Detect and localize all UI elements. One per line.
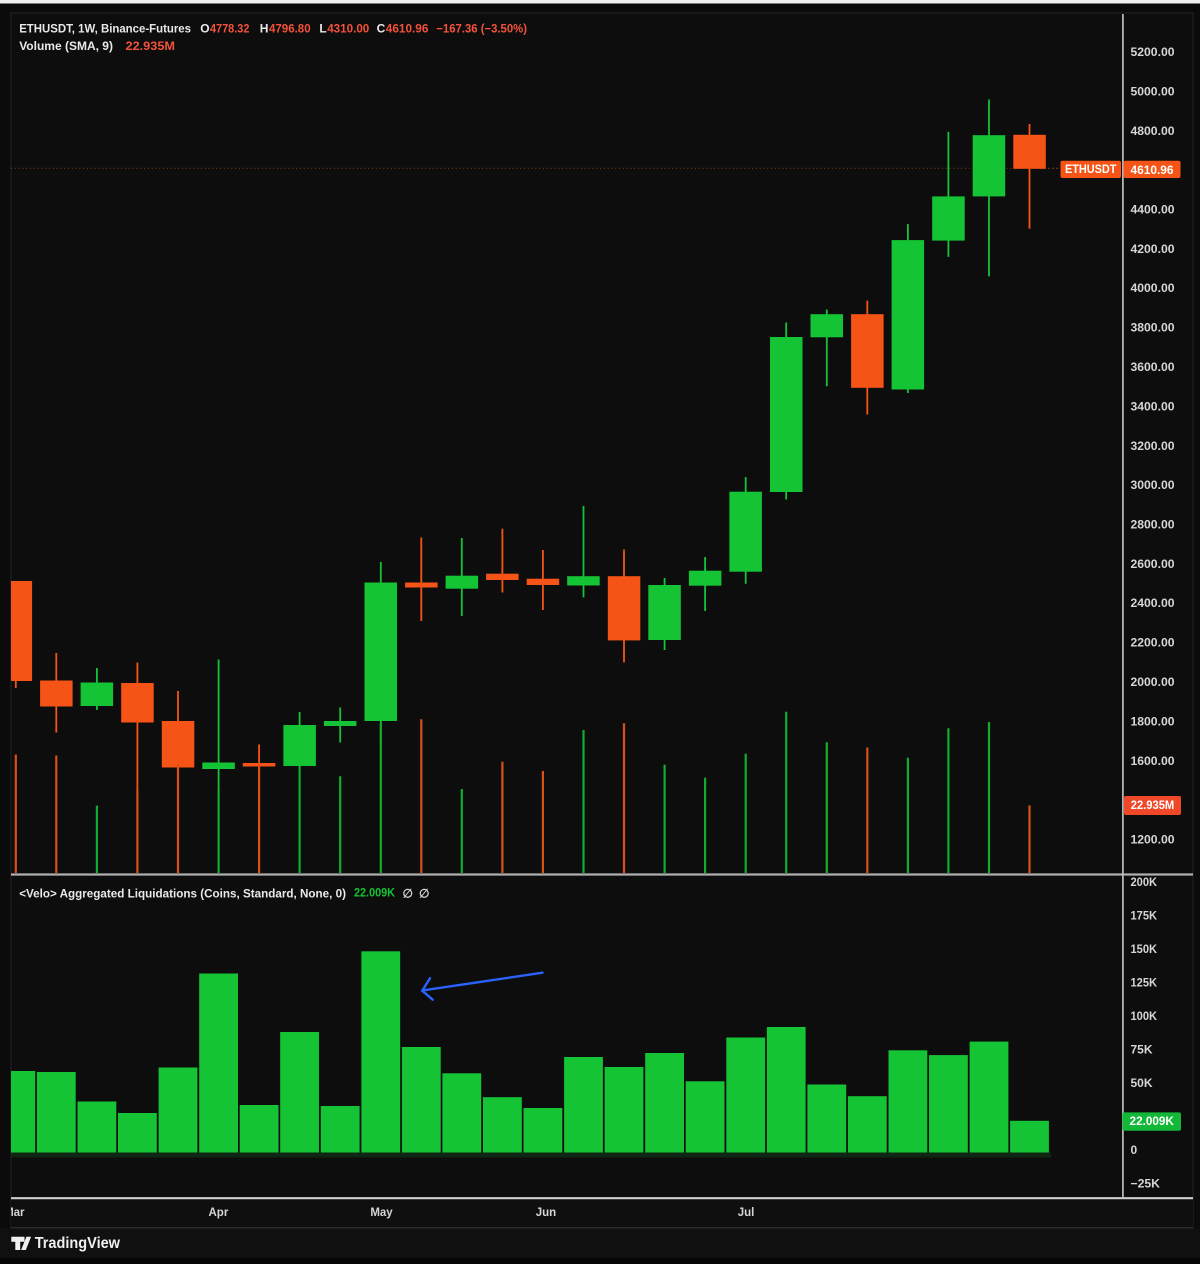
svg-text:TradingView: TradingView (35, 1235, 121, 1252)
svg-text:4610.96: 4610.96 (386, 22, 429, 36)
svg-text:2400.00: 2400.00 (1131, 596, 1175, 610)
svg-text:4778.32: 4778.32 (210, 22, 250, 36)
svg-text:0: 0 (1131, 1143, 1138, 1157)
svg-text:−25K: −25K (1131, 1177, 1161, 1191)
svg-text:O: O (200, 22, 209, 36)
svg-text:3400.00: 3400.00 (1131, 399, 1175, 413)
svg-text:Jun: Jun (536, 1207, 556, 1219)
svg-text:ETHUSDT, 1W, Binance-Futures: ETHUSDT, 1W, Binance-Futures (19, 22, 191, 36)
svg-text:2200.00: 2200.00 (1131, 636, 1175, 650)
svg-text:Jul: Jul (738, 1207, 755, 1219)
svg-text:1200.00: 1200.00 (1131, 833, 1175, 847)
svg-text:1600.00: 1600.00 (1131, 754, 1175, 768)
svg-text:C: C (377, 22, 386, 36)
svg-text:2800.00: 2800.00 (1131, 518, 1175, 532)
svg-text:175K: 175K (1131, 909, 1158, 923)
svg-text:Volume (SMA, 9): Volume (SMA, 9) (19, 39, 113, 53)
svg-text:3000.00: 3000.00 (1131, 478, 1175, 492)
svg-text:4000.00: 4000.00 (1131, 281, 1175, 295)
svg-text:1800.00: 1800.00 (1131, 714, 1175, 728)
svg-text:L: L (319, 22, 326, 36)
svg-text:Apr: Apr (208, 1207, 228, 1219)
svg-text:Mar: Mar (4, 1207, 25, 1219)
svg-text:∅: ∅ (419, 887, 429, 901)
svg-text:22.009K: 22.009K (354, 888, 396, 900)
svg-text:5000.00: 5000.00 (1131, 84, 1175, 98)
svg-text:3800.00: 3800.00 (1131, 321, 1175, 335)
svg-text:4310.00: 4310.00 (327, 22, 369, 36)
svg-text:4800.00: 4800.00 (1131, 124, 1175, 138)
svg-text:2600.00: 2600.00 (1131, 557, 1175, 571)
svg-text:100K: 100K (1131, 1009, 1158, 1023)
svg-text:−167.36 (−3.50%): −167.36 (−3.50%) (436, 22, 527, 36)
svg-text:4796.80: 4796.80 (269, 22, 311, 36)
svg-text:22.935M: 22.935M (1131, 800, 1175, 812)
svg-text:May: May (370, 1207, 393, 1219)
svg-text:22.935M: 22.935M (126, 39, 176, 53)
svg-text:4400.00: 4400.00 (1131, 203, 1175, 217)
svg-text:150K: 150K (1131, 942, 1158, 956)
svg-text:H: H (260, 22, 269, 36)
svg-text:125K: 125K (1131, 976, 1158, 990)
svg-text:5200.00: 5200.00 (1131, 45, 1175, 59)
svg-text:<Velo> Aggregated Liquidations: <Velo> Aggregated Liquidations (Coins, S… (19, 887, 346, 901)
svg-text:50K: 50K (1131, 1076, 1153, 1090)
svg-text:4610.96: 4610.96 (1131, 163, 1174, 177)
svg-text:75K: 75K (1131, 1043, 1153, 1057)
svg-text:ETHUSDT: ETHUSDT (1065, 164, 1117, 176)
svg-text:2000.00: 2000.00 (1131, 675, 1175, 689)
svg-text:∅: ∅ (403, 887, 413, 901)
svg-text:3600.00: 3600.00 (1131, 360, 1175, 374)
svg-text:3200.00: 3200.00 (1131, 439, 1175, 453)
svg-text:22.009K: 22.009K (1130, 1116, 1175, 1128)
svg-text:200K: 200K (1131, 875, 1158, 889)
svg-text:4200.00: 4200.00 (1131, 242, 1175, 256)
